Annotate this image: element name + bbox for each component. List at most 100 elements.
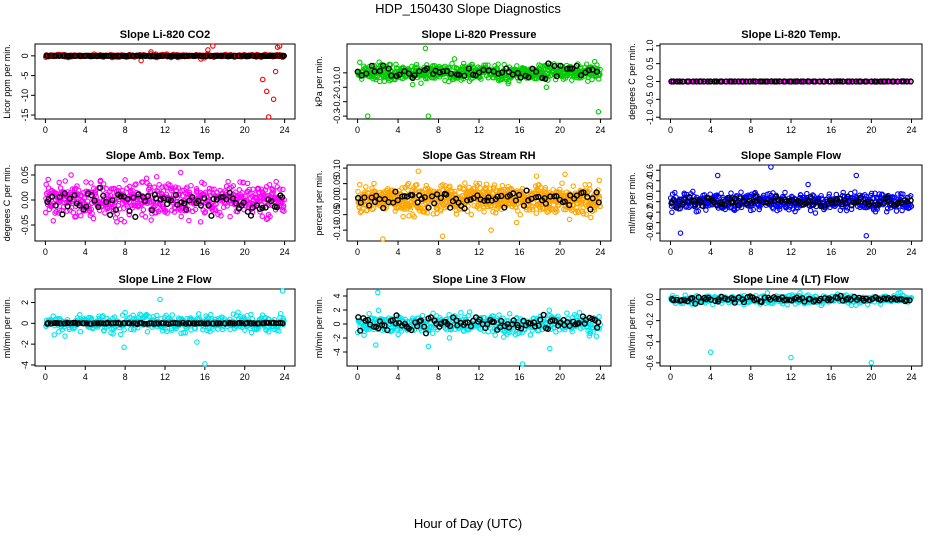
- y-tick-label: 0.6: [645, 164, 655, 177]
- data-point: [143, 175, 150, 182]
- data-point: [181, 200, 188, 207]
- data-point: [399, 185, 405, 191]
- y-tick-label: 4: [332, 293, 342, 298]
- data-point: [112, 206, 120, 213]
- data-point: [142, 214, 149, 220]
- data-point: [100, 192, 107, 199]
- data-point: [201, 210, 208, 216]
- data-point: [232, 200, 240, 207]
- data-point: [168, 197, 175, 204]
- data-point: [68, 172, 74, 178]
- data-point: [542, 185, 549, 191]
- data-point: [178, 213, 184, 220]
- y-axis-label: ml/min per min.: [2, 297, 12, 359]
- data-point: [211, 186, 217, 193]
- data-point: [845, 78, 853, 85]
- y-tick-label: 0.05: [20, 166, 30, 184]
- data-point: [541, 195, 548, 202]
- data-point: [464, 197, 471, 204]
- data-point: [586, 182, 593, 188]
- data-point: [520, 202, 528, 209]
- data-point: [371, 180, 377, 187]
- data-point: [172, 184, 179, 190]
- data-point: [593, 68, 601, 75]
- x-tick-label: 12: [160, 125, 170, 135]
- data-point: [868, 360, 875, 366]
- data-point: [205, 47, 211, 53]
- data-point: [539, 74, 546, 82]
- data-point: [579, 208, 586, 214]
- data-point: [224, 203, 230, 209]
- data-point: [517, 211, 523, 218]
- data-point: [235, 52, 242, 60]
- y-tick-label: 0.0: [645, 293, 655, 306]
- data-point: [713, 193, 719, 199]
- x-tick-label: 0: [668, 125, 673, 135]
- x-tick-label: 8: [436, 125, 441, 135]
- data-point: [151, 184, 158, 190]
- data-point: [488, 227, 494, 233]
- data-point: [88, 192, 95, 199]
- data-point: [194, 339, 200, 345]
- data-point: [381, 196, 389, 203]
- data-point: [146, 182, 153, 189]
- data-point: [559, 180, 565, 186]
- data-point: [532, 68, 540, 75]
- data-point: [458, 309, 464, 316]
- data-point: [585, 67, 593, 74]
- x-tick-label: 12: [786, 247, 796, 257]
- data-point: [540, 206, 547, 212]
- data-point: [385, 65, 392, 72]
- data-point: [279, 194, 286, 201]
- data-point: [270, 188, 277, 194]
- data-point: [380, 236, 386, 242]
- x-tick-label: 20: [866, 372, 876, 382]
- x-tick-label: 4: [708, 125, 713, 135]
- data-point: [148, 217, 154, 223]
- data-point: [434, 210, 440, 217]
- data-point: [429, 193, 436, 200]
- x-tick-label: 0: [43, 247, 48, 257]
- data-point: [423, 65, 431, 72]
- data-point: [71, 192, 78, 199]
- data-point: [492, 332, 498, 338]
- data-point: [42, 209, 49, 216]
- y-tick-label: -0.4: [645, 334, 655, 350]
- data-point: [573, 192, 580, 199]
- data-point: [380, 62, 387, 69]
- data-point: [439, 233, 446, 240]
- data-point: [496, 312, 502, 318]
- y-tick-label: -0.6: [645, 355, 655, 371]
- data-point: [413, 181, 420, 188]
- data-point: [56, 179, 62, 186]
- y-axis-label: degrees C per min.: [627, 43, 637, 120]
- data-point: [152, 203, 158, 209]
- data-point: [826, 191, 833, 197]
- data-point: [368, 62, 375, 69]
- x-tick-label: 0: [355, 125, 360, 135]
- data-point: [462, 180, 468, 186]
- data-point: [852, 189, 858, 195]
- data-point: [68, 52, 75, 59]
- data-point: [218, 213, 224, 219]
- data-point: [148, 207, 156, 214]
- x-tick-label: 16: [200, 372, 210, 382]
- data-point: [898, 191, 904, 197]
- data-point: [255, 186, 262, 192]
- data-point: [62, 333, 68, 339]
- x-tick-label: 4: [83, 372, 88, 382]
- y-tick-label: 0.5: [645, 57, 655, 70]
- data-point: [195, 197, 202, 205]
- data-point: [114, 219, 120, 225]
- data-point: [61, 190, 68, 197]
- data-point: [788, 354, 794, 361]
- x-tick-label: 0: [668, 247, 673, 257]
- y-tick-label: -10: [20, 89, 30, 102]
- data-point: [269, 186, 276, 193]
- x-tick-label: 0: [43, 125, 48, 135]
- data-point: [416, 189, 422, 195]
